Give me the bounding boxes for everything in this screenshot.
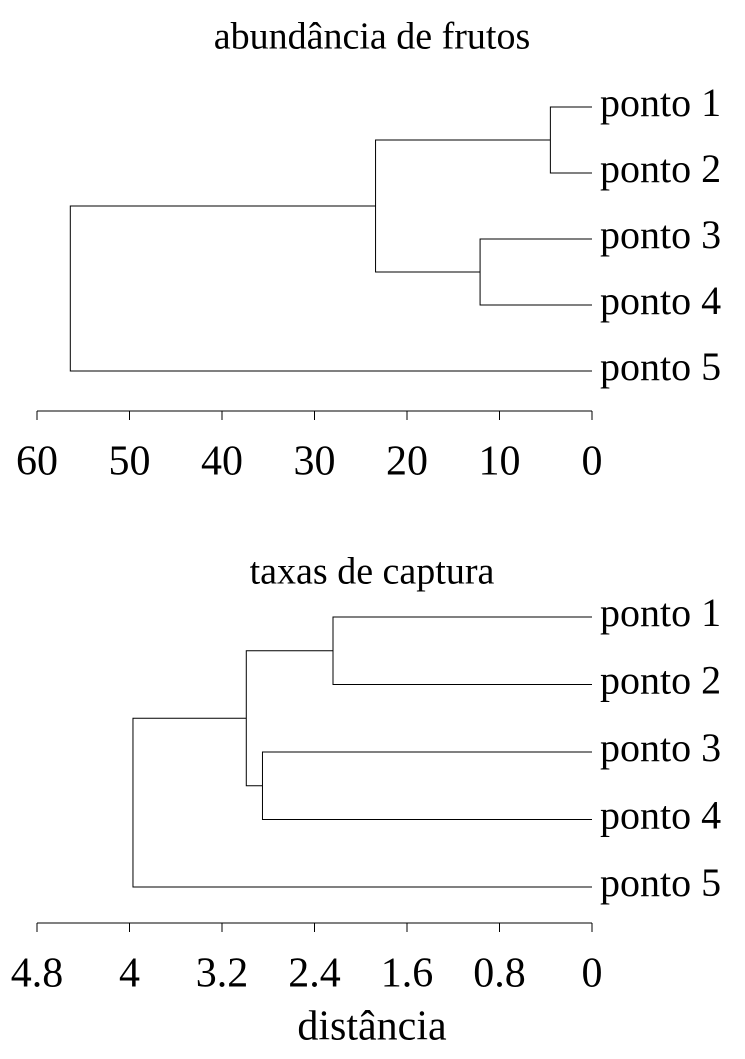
x-axis-label: distância xyxy=(297,1004,447,1050)
x-tick-label: 50 xyxy=(109,439,151,485)
merge-link xyxy=(132,717,592,888)
merge-link xyxy=(479,238,592,306)
x-tick-label: 10 xyxy=(479,439,521,485)
x-tick-label: 30 xyxy=(294,439,336,485)
x-tick-label: 3.2 xyxy=(196,951,249,997)
leaf-label: ponto 3 xyxy=(600,212,721,257)
leaf-label: ponto 3 xyxy=(600,725,721,770)
leaf-label: ponto 2 xyxy=(600,658,721,703)
merge-link xyxy=(261,751,592,820)
leaf-label: ponto 4 xyxy=(600,793,721,838)
chart-title: abundância de frutos xyxy=(214,16,531,58)
x-tick-label: 0.8 xyxy=(473,951,526,997)
x-tick-label: 1.6 xyxy=(381,951,434,997)
x-tick-label: 4 xyxy=(119,951,140,997)
merge-link xyxy=(549,106,592,174)
leaf-label: ponto 1 xyxy=(600,590,721,635)
merge-link xyxy=(375,139,551,273)
x-tick-label: 40 xyxy=(201,439,243,485)
merge-link xyxy=(69,205,592,372)
x-tick-label: 4.8 xyxy=(11,951,64,997)
x-tick-label: 60 xyxy=(16,439,58,485)
x-tick-label: 0 xyxy=(582,951,603,997)
leaf-label: ponto 5 xyxy=(600,344,721,389)
chart-title: taxas de captura xyxy=(250,551,495,593)
leaf-label: ponto 1 xyxy=(600,80,721,125)
x-tick-label: 2.4 xyxy=(288,951,341,997)
leaf-label: ponto 2 xyxy=(600,146,721,191)
x-tick-label: 0 xyxy=(582,439,603,485)
merge-link xyxy=(332,616,592,685)
merge-link xyxy=(245,650,333,787)
leaf-label: ponto 5 xyxy=(600,860,721,905)
x-tick-label: 20 xyxy=(386,439,428,485)
leaf-label: ponto 4 xyxy=(600,278,721,323)
